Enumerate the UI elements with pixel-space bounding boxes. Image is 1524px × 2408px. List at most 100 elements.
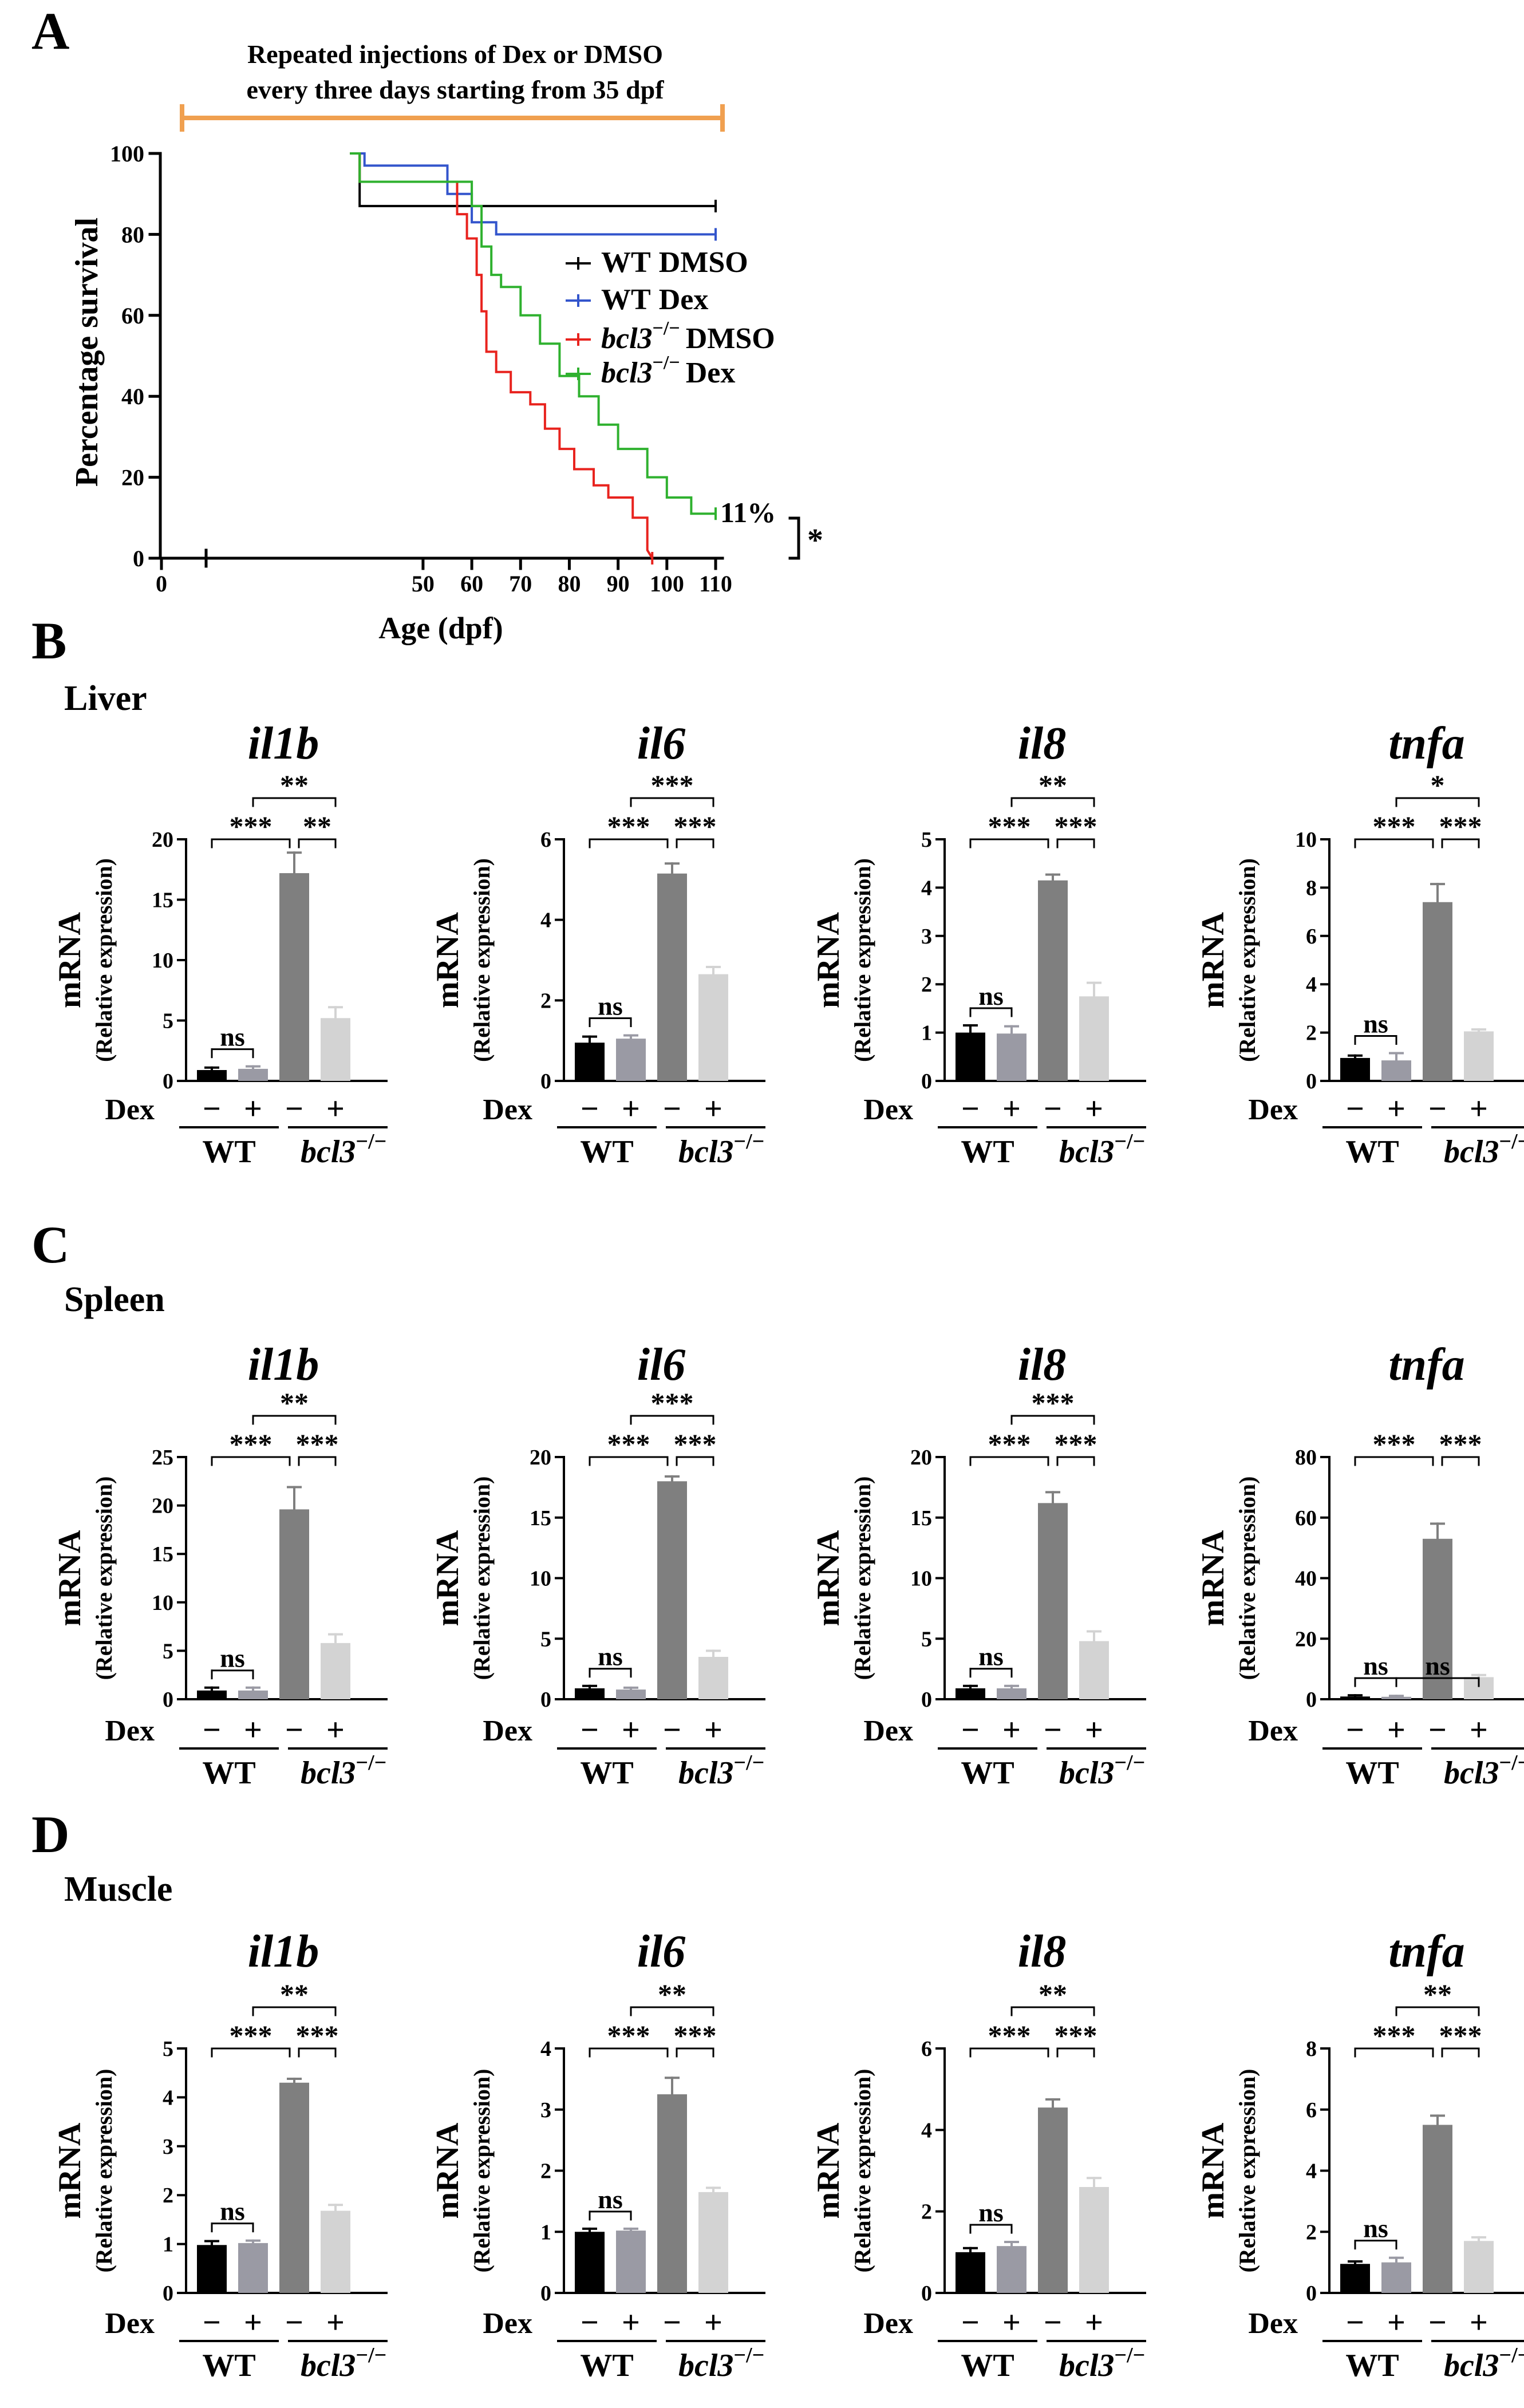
bar [279,2082,309,2293]
y-tick-label: 5 [921,1627,932,1651]
bar [1464,1031,1494,1081]
y-tick-label: 3 [163,2135,173,2159]
dex-label: Dex [483,2307,532,2340]
group-label-bcl3-name: bcl3 [678,2348,733,2383]
group-label-bcl3: bcl3−/− [301,1130,386,1170]
y-axis-label-relative: (Relative expression) [469,858,495,1062]
group-label-bcl3-name: bcl3 [1444,1755,1499,1791]
sig-label: *** [1373,810,1416,842]
dex-plus: + [622,1091,640,1127]
y-tick-label: 8 [1306,2037,1317,2061]
survival-panel: A Repeated injections of Dex or DMSO eve… [31,2,823,645]
legend-superscript: −/− [653,352,680,373]
y-tick-label: 20 [910,1446,932,1470]
y-tick-label: 10 [152,1591,173,1615]
dex-plus: + [1387,1712,1405,1748]
y-tick-label: 4 [540,909,551,933]
dex-minus: − [581,1712,599,1748]
bar [997,1688,1026,1699]
y-axis-label-relative: (Relative expression) [469,2069,495,2273]
bar [1381,1060,1411,1081]
legend-suffix: DMSO [659,246,748,279]
sig-label: *** [230,2019,273,2051]
dex-minus: − [581,2305,599,2340]
dex-label: Dex [105,1094,155,1126]
legend-suffix: Dex [686,357,736,389]
bar [321,1018,350,1081]
bar [197,1690,227,1699]
sig-label: *** [988,1428,1031,1460]
dex-plus: + [1387,1091,1405,1127]
legend-suffix: DMSO [686,322,775,355]
bar [1464,2241,1494,2293]
dex-label: Dex [863,1094,913,1126]
dex-minus: − [1346,1091,1364,1127]
y-axis-label-mrna: mRNA [811,2122,846,2219]
bar [698,974,728,1081]
group-label-bcl3-name: bcl3 [678,1755,733,1791]
y-tick-label: 6 [921,2037,932,2061]
y-axis-label-mrna: mRNA [430,1530,465,1627]
group-label-wt: WT [961,1755,1014,1791]
panel-label-b: B [31,611,66,670]
y-tick-label: 15 [910,1506,932,1530]
bar [1079,2186,1109,2293]
sig-label: *** [1439,2019,1482,2051]
legend-entry: bcl3−/− Dex [601,352,735,389]
survival-x-tick-label: 110 [699,571,732,597]
group-label-bcl3: bcl3−/− [678,2343,764,2383]
y-tick-label: 4 [921,876,932,900]
y-axis-label-mrna: mRNA [430,911,465,1008]
sig-label: ns [978,2198,1003,2227]
tissue-label: Spleen [64,1280,165,1319]
group-label-bcl3-sup: −/− [1499,2343,1524,2367]
dex-minus: − [203,1091,221,1127]
bar [279,1509,309,1699]
dex-plus: + [1470,1712,1488,1748]
gene-title: il6 [637,1340,685,1390]
group-label-bcl3-name: bcl3 [1444,2348,1499,2383]
survival-y-tick-label: 20 [121,465,144,491]
dex-plus: + [326,1712,345,1748]
bar [657,1481,687,1699]
survival-end-label: 11% [720,496,776,528]
y-tick-label: 4 [1306,973,1317,997]
sig-label: ns [1363,1009,1388,1038]
sig-label: ** [1039,1978,1067,2010]
y-tick-label: 4 [1306,2160,1317,2184]
dex-plus: + [1470,2305,1488,2340]
y-tick-label: 0 [1306,1069,1317,1094]
sig-label: ns [598,992,622,1021]
y-tick-label: 2 [540,2160,551,2184]
group-label-bcl3: bcl3−/− [1059,2343,1145,2383]
curve-wt-dmso [350,152,716,207]
bar [657,873,687,1081]
legend-entry: bcl3−/− DMSO [601,318,775,355]
y-tick-label: 0 [1306,2281,1317,2306]
group-label-wt: WT [202,1755,255,1791]
gene-title: il8 [1018,1927,1066,1977]
y-tick-label: 2 [1306,2220,1317,2244]
dex-minus: − [1044,1712,1062,1748]
survival-x-tick-label: 90 [607,571,630,597]
sig-label: *** [607,2019,650,2051]
y-axis-label-relative: (Relative expression) [91,858,117,1062]
dex-plus: + [244,1091,262,1127]
survival-x-tick-label: 0 [156,571,167,597]
sig-label: *** [230,810,273,842]
y-tick-label: 0 [163,2281,173,2306]
dex-minus: − [1044,1091,1062,1127]
sig-label: *** [230,1428,273,1460]
gene-title: tnfa [1388,1340,1464,1390]
bar [575,1688,605,1699]
bar-chart-spleen-il6: il6 mRNA (Relative expression) 0 5 10 15 20 ns **… [430,1340,765,1791]
y-axis-label-mrna: mRNA [52,2122,88,2219]
timeline-bar [180,104,725,132]
y-axis-label-relative: (Relative expression) [850,2069,875,2273]
y-axis-label-relative: (Relative expression) [1234,2069,1260,2273]
dex-minus: − [285,1712,303,1748]
dex-plus: + [326,1091,345,1127]
